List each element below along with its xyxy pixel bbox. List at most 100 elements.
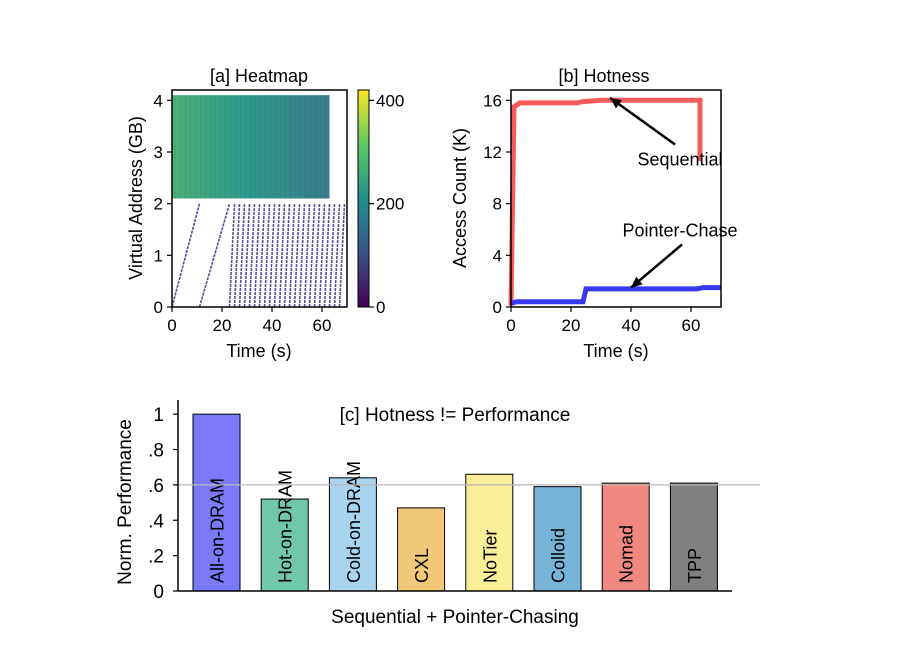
hotness-plot-area (508, 97, 721, 306)
performance-y-ticks: 0 .2 .4 .6 .8 1 (148, 405, 178, 603)
heatmap-sweep-3 (233, 203, 241, 308)
colorbar-tick-label-0: 0 (376, 298, 385, 317)
performance-title: [c] Hotness != Performance (340, 405, 571, 426)
hotness-annotation-label-1: Pointer-Chase (622, 221, 737, 241)
heatmap-xlabel: Time (s) (226, 341, 291, 361)
hotness-xlabel: Time (s) (583, 341, 648, 361)
performance-bar-3 (397, 507, 446, 592)
heatmap-frame (171, 89, 348, 308)
hotness-ytick-label-1: 4 (493, 246, 502, 265)
heatmap-sweep-13 (283, 203, 291, 308)
heatmap-sweep-18 (308, 203, 316, 308)
heatmap-sweep-7 (253, 203, 261, 308)
colorbar-tick-label-2: 400 (376, 91, 404, 110)
performance-bar-4 (465, 473, 514, 592)
performance-ylabel: Norm. Performance (115, 419, 136, 585)
heatmap-sweep-10 (268, 203, 276, 308)
hotness-y-ticks: 0 4 8 12 16 (483, 91, 511, 317)
heatmap-xtick-label-3: 60 (313, 316, 332, 335)
hotness-annotation-label-0: Sequential (637, 149, 722, 169)
performance-xlabel: Sequential + Pointer-Chasing (331, 607, 579, 628)
heatmap-y-ticks: 0 1 2 3 4 (154, 91, 172, 317)
heatmap-sweep-15 (293, 203, 301, 308)
heatmap-panel: [a] Heatmap 0 20 40 60 0 1 2 3 4 Time (s) Virtu… (126, 66, 404, 361)
performance-ytick-label-0: 0 (153, 582, 164, 603)
performance-bar-label-0: All-on-DRAM (208, 478, 228, 583)
heatmap-sweep-2 (228, 203, 236, 308)
performance-bar-label-6: Nomad (617, 525, 637, 583)
heatmap-sweep-16 (298, 203, 306, 308)
heatmap-sweep-6 (248, 203, 256, 308)
heatmap-sweep-22 (328, 203, 336, 308)
hotness-xtick-label-3: 60 (682, 316, 701, 335)
colorbar-tick-label-1: 200 (376, 195, 404, 214)
hotness-ytick-label-0: 0 (493, 298, 502, 317)
hotness-annotation-arrowhead-0 (610, 97, 622, 109)
performance-bar-label-5: Colloid (549, 528, 569, 583)
hotness-ytick-label-3: 12 (483, 143, 502, 162)
performance-bar-label-3: CXL (412, 548, 432, 583)
heatmap-title: [a] Heatmap (210, 66, 308, 86)
heatmap-sweep-24 (338, 203, 346, 308)
performance-bar-6 (601, 482, 650, 592)
heatmap-sweep-20 (318, 203, 326, 308)
heatmap-xtick-label-1: 20 (213, 316, 232, 335)
hotness-title: [b] Hotness (558, 66, 649, 86)
hotness-ytick-label-2: 8 (493, 195, 502, 214)
performance-bar-label-7: TPP (685, 548, 705, 583)
performance-ytick-label-4: .8 (148, 441, 164, 462)
hotness-frame (510, 89, 722, 308)
heatmap-ytick-label-3: 3 (154, 143, 163, 162)
hotness-annotation-arrow-0 (609, 96, 676, 146)
performance-bar-label-1: Hot-on-DRAM (276, 470, 296, 583)
hotness-annotation-arrowhead-1 (631, 276, 643, 288)
performance-bar-label-4: NoTier (480, 530, 500, 583)
heatmap-sweep-8 (258, 203, 266, 308)
colorbar (357, 89, 370, 308)
heatmap-sweep-1 (198, 203, 231, 308)
heatmap-sweep-0 (171, 203, 201, 308)
heatmap-xtick-label-0: 0 (167, 316, 176, 335)
heatmap-sweep-21 (323, 203, 331, 308)
performance-ytick-label-3: .6 (148, 476, 164, 497)
performance-bar-label-2: Cold-on-DRAM (344, 461, 364, 583)
heatmap-sweep-19 (313, 203, 321, 308)
performance-bar-5 (533, 486, 582, 592)
heatmap-sweep-11 (273, 203, 281, 308)
heatmap-plot-area (171, 95, 346, 308)
performance-ytick-label-2: .4 (148, 511, 164, 532)
hotness-annotation-arrow-1 (630, 243, 683, 289)
heatmap-ytick-label-0: 0 (154, 298, 163, 317)
heatmap-sweep-14 (288, 203, 296, 308)
heatmap-xtick-label-2: 40 (263, 316, 282, 335)
heatmap-ytick-label-1: 1 (154, 246, 163, 265)
heatmap-sweep-5 (243, 203, 251, 308)
heatmap-ytick-label-4: 4 (154, 91, 163, 110)
performance-bar-1 (260, 498, 309, 592)
heatmap-sweep-9 (263, 203, 271, 308)
performance-bar-2 (328, 477, 377, 592)
hotness-panel: [b] Hotness 0 20 40 60 0 4 8 12 16 Sequential Po… (450, 66, 738, 361)
heatmap-sweep-12 (278, 203, 286, 308)
heatmap-ytick-label-2: 2 (154, 195, 163, 214)
heatmap-dense-texture (172, 95, 330, 199)
performance-bar-0 (192, 413, 241, 592)
hotness-ytick-label-4: 16 (483, 91, 502, 110)
hotness-xtick-label-1: 20 (562, 316, 581, 335)
performance-panel: All-on-DRAM Hot-on-DRAM Cold-on-DRAM CXL NoT… (115, 400, 760, 628)
hotness-series-line-0 (508, 97, 703, 306)
heatmap-ylabel: Virtual Address (GB) (126, 116, 146, 280)
performance-ytick-label-1: .2 (148, 547, 164, 568)
heatmap-sweep-17 (303, 203, 311, 308)
heatmap-x-ticks: 0 20 40 60 (167, 307, 331, 335)
performance-plot-area: All-on-DRAM Hot-on-DRAM Cold-on-DRAM CXL NoT… (178, 413, 760, 592)
heatmap-sweep-23 (333, 203, 341, 308)
performance-bar-7 (669, 482, 718, 592)
hotness-ylabel: Access Count (K) (450, 128, 470, 268)
hotness-xtick-label-2: 40 (622, 316, 641, 335)
hotness-annotations: Sequential Pointer-Chase (609, 96, 738, 289)
heatmap-sweep-4 (238, 203, 246, 308)
hotness-series-line-1 (510, 285, 721, 306)
performance-ytick-label-5: 1 (153, 405, 164, 426)
